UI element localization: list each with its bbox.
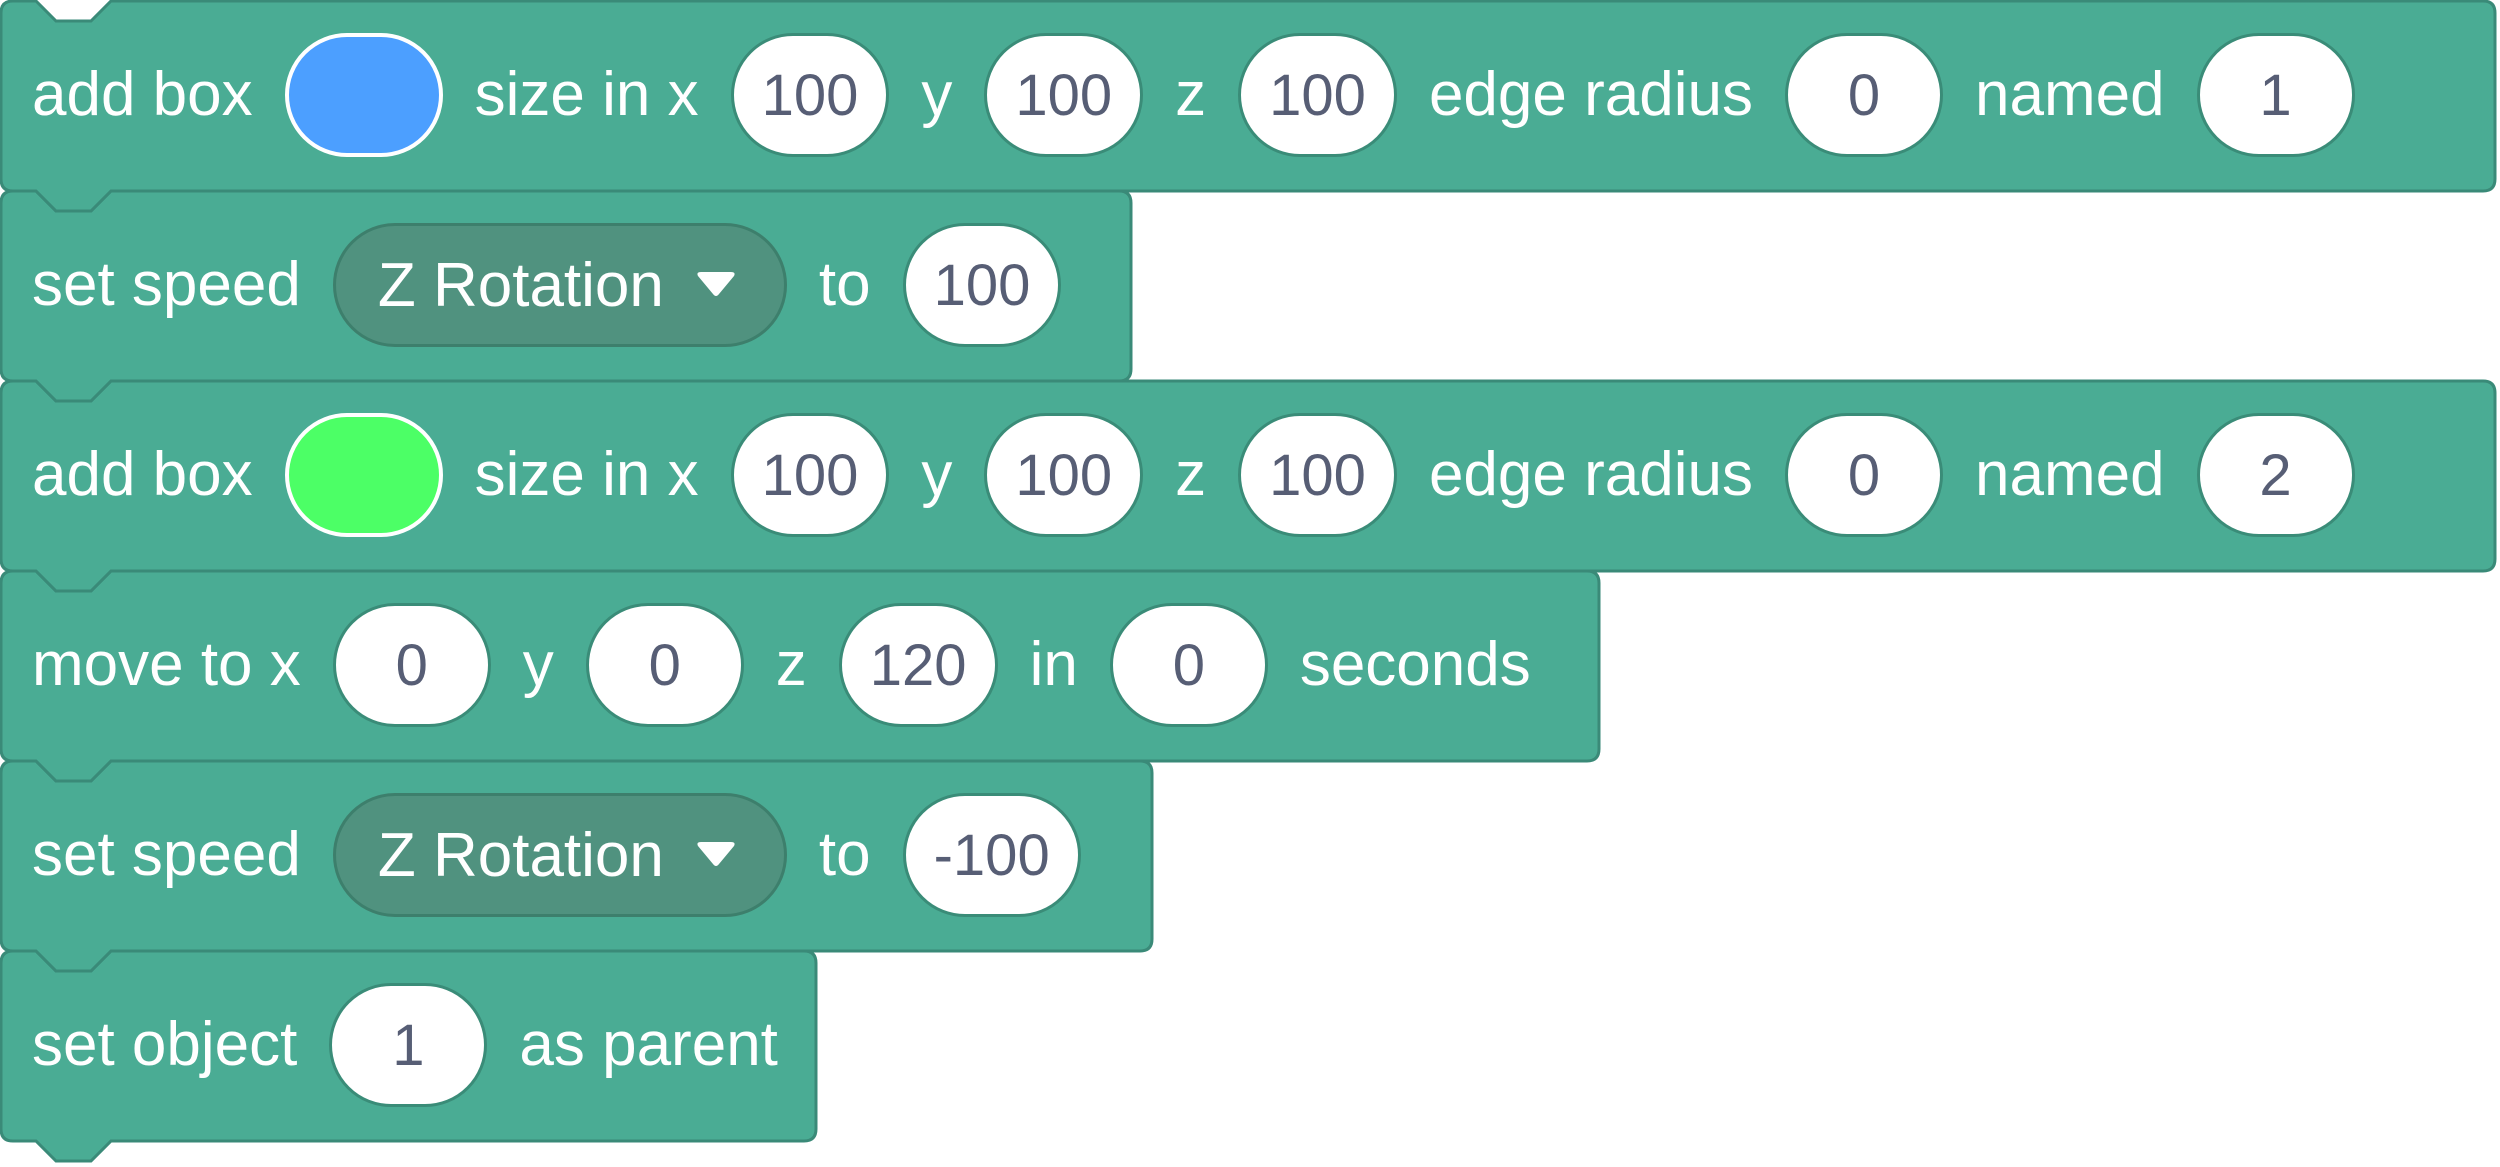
number-field[interactable]: 0 bbox=[1109, 603, 1268, 727]
block-label: named bbox=[1974, 440, 2165, 509]
spacer bbox=[952, 470, 984, 480]
block-row: set speed Z Rotation to -100 bbox=[32, 760, 1081, 950]
spacer bbox=[301, 280, 333, 290]
spacer bbox=[301, 660, 333, 670]
number-field[interactable]: 100 bbox=[1238, 413, 1397, 537]
spacer bbox=[1078, 660, 1110, 670]
spacer bbox=[1943, 90, 1975, 100]
spacer bbox=[889, 90, 921, 100]
block-label: to bbox=[818, 820, 871, 889]
number-field[interactable]: 1 bbox=[329, 983, 488, 1107]
number-field[interactable]: 100 bbox=[984, 33, 1144, 157]
spacer bbox=[2165, 90, 2197, 100]
spacer bbox=[1268, 660, 1300, 670]
spacer bbox=[1206, 90, 1238, 100]
spacer bbox=[998, 660, 1030, 670]
block-label: to bbox=[818, 250, 871, 319]
block-label: add box bbox=[32, 60, 253, 129]
block-label: named bbox=[1974, 60, 2165, 129]
block-label: z bbox=[1175, 60, 1207, 129]
spacer bbox=[787, 850, 819, 860]
spacer bbox=[297, 1040, 329, 1050]
block-add-box[interactable]: add box size in x 100 y 100 z 100 edge radius 0 n… bbox=[0, 0, 2497, 213]
dropdown-value: Z Rotation bbox=[377, 820, 664, 890]
block-label: add box bbox=[32, 440, 253, 509]
color-swatch[interactable] bbox=[284, 413, 443, 537]
number-field[interactable]: 2 bbox=[2196, 413, 2355, 537]
block-label: in bbox=[1029, 630, 1078, 699]
block-label: size in x bbox=[474, 60, 699, 129]
block-label: set speed bbox=[32, 820, 301, 889]
spacer bbox=[2165, 470, 2197, 480]
block-move-to[interactable]: move to x 0 y 0 z 120 in 0 seconds bbox=[0, 569, 1601, 783]
dropdown-value: Z Rotation bbox=[377, 250, 664, 320]
number-field[interactable]: 0 bbox=[585, 603, 744, 727]
block-label: set speed bbox=[32, 250, 301, 319]
spacer bbox=[554, 660, 586, 670]
block-label: as parent bbox=[519, 1010, 778, 1079]
block-label: y bbox=[921, 60, 953, 129]
block-label: y bbox=[522, 630, 554, 699]
chevron-down-icon bbox=[697, 842, 735, 866]
spacer bbox=[807, 660, 839, 670]
spacer bbox=[1397, 470, 1429, 480]
spacer bbox=[1143, 470, 1175, 480]
block-set-parent[interactable]: set object 1 as parent bbox=[0, 949, 818, 1163]
number-field[interactable]: 100 bbox=[902, 223, 1062, 347]
spacer bbox=[699, 90, 731, 100]
block-label: edge radius bbox=[1428, 440, 1753, 509]
spacer bbox=[443, 90, 475, 100]
block-label: set object bbox=[32, 1010, 298, 1079]
block-label: seconds bbox=[1299, 630, 1531, 699]
spacer bbox=[1943, 470, 1975, 480]
block-row: add box size in x 100 y 100 z 100 edge radius 0 n… bbox=[32, 0, 2355, 190]
property-dropdown[interactable]: Z Rotation bbox=[332, 793, 787, 917]
block-set-speed[interactable]: set speed Z Rotation to -100 bbox=[0, 759, 1154, 973]
number-field[interactable]: 100 bbox=[730, 33, 890, 157]
chevron-down-icon bbox=[697, 272, 735, 296]
block-row: set speed Z Rotation to 100 bbox=[32, 190, 1062, 380]
spacer bbox=[301, 850, 333, 860]
block-row: move to x 0 y 0 z 120 in 0 seconds bbox=[32, 570, 1531, 760]
color-swatch[interactable] bbox=[284, 33, 443, 157]
number-field[interactable]: 100 bbox=[730, 413, 890, 537]
number-field[interactable]: 100 bbox=[1238, 33, 1397, 157]
spacer bbox=[491, 660, 523, 670]
spacer bbox=[871, 280, 903, 290]
spacer bbox=[1753, 470, 1785, 480]
number-field[interactable]: 120 bbox=[838, 603, 998, 727]
spacer bbox=[699, 470, 731, 480]
spacer bbox=[952, 90, 984, 100]
block-add-box[interactable]: add box size in x 100 y 100 z 100 edge radius 0 n… bbox=[0, 379, 2497, 593]
spacer bbox=[253, 90, 285, 100]
spacer bbox=[487, 1040, 519, 1050]
spacer bbox=[1753, 90, 1785, 100]
number-field[interactable]: 0 bbox=[1784, 33, 1943, 157]
spacer bbox=[253, 470, 285, 480]
block-row: add box size in x 100 y 100 z 100 edge radius 0 n… bbox=[32, 380, 2355, 570]
block-label: y bbox=[921, 440, 953, 509]
block-row: set object 1 as parent bbox=[32, 950, 778, 1140]
spacer bbox=[1143, 90, 1175, 100]
spacer bbox=[1206, 470, 1238, 480]
number-field[interactable]: 100 bbox=[984, 413, 1144, 537]
block-label: size in x bbox=[474, 440, 699, 509]
spacer bbox=[744, 660, 776, 670]
block-label: move to x bbox=[32, 630, 301, 699]
block-label: z bbox=[775, 630, 807, 699]
number-field[interactable]: -100 bbox=[902, 793, 1081, 917]
spacer bbox=[787, 280, 819, 290]
spacer bbox=[1397, 90, 1429, 100]
block-label: edge radius bbox=[1428, 60, 1753, 129]
number-field[interactable]: 0 bbox=[1784, 413, 1943, 537]
block-set-speed[interactable]: set speed Z Rotation to 100 bbox=[0, 189, 1133, 403]
spacer bbox=[871, 850, 903, 860]
number-field[interactable]: 1 bbox=[2196, 33, 2355, 157]
block-label: z bbox=[1175, 440, 1207, 509]
number-field[interactable]: 0 bbox=[332, 603, 491, 727]
property-dropdown[interactable]: Z Rotation bbox=[332, 223, 787, 347]
spacer bbox=[889, 470, 921, 480]
spacer bbox=[443, 470, 475, 480]
